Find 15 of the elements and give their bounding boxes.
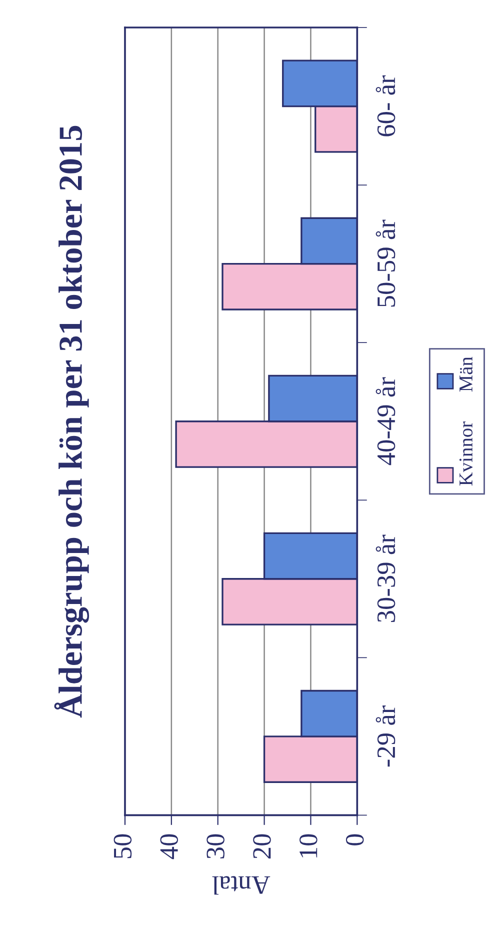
y-tick-label: 30-39 år [376,534,396,622]
legend-label: Män [460,356,473,392]
x-tick-label: 30 [206,834,224,858]
y-tick-label: 40-49 år [376,377,396,466]
x-tick-label: 50 [114,834,132,858]
y-tick-label: 50-59 år [376,220,396,307]
x-tick-label: 20 [253,834,271,858]
y-tick-label: -29 år [376,706,396,767]
x-axis-title: Antal [212,876,270,895]
x-tick-label: 40 [160,834,178,860]
text: Kvinnor [459,422,473,486]
x-tick-label: 0 [346,834,364,846]
x-tick-label: 10 [300,834,318,858]
text: Åldersgrupp och kön per 31 oktober 2015 [54,126,90,718]
y-tick-label: 60- år [376,75,396,136]
